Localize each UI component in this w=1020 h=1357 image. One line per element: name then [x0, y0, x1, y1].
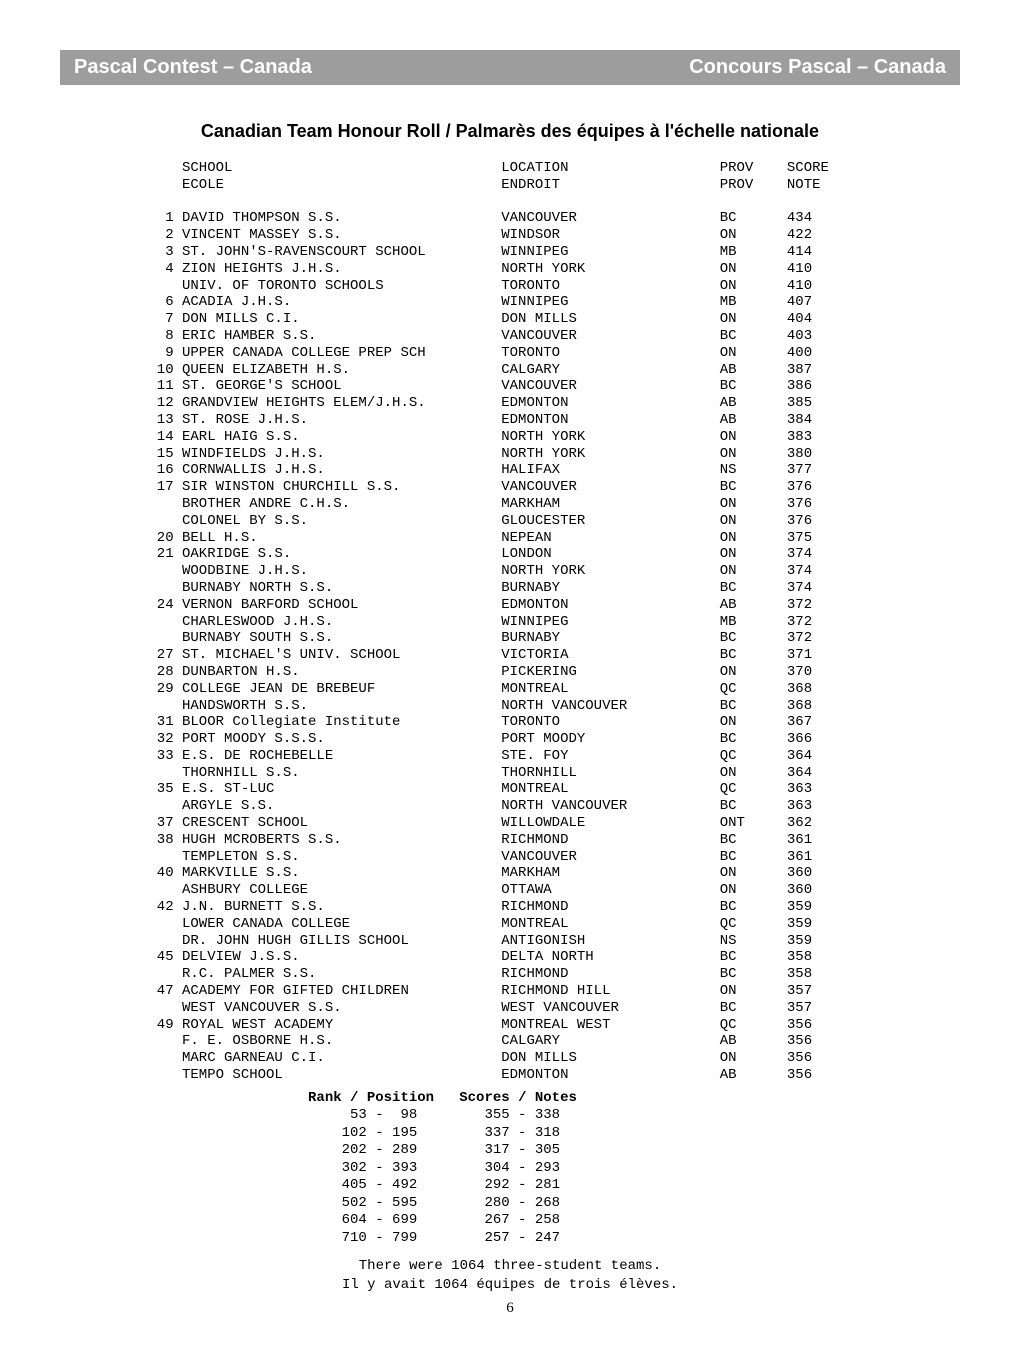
header-right: Concours Pascal – Canada — [689, 56, 946, 79]
footer-en: There were 1064 three-student teams. — [60, 1257, 960, 1275]
footer-text: There were 1064 three-student teams. Il … — [60, 1257, 960, 1293]
header-left: Pascal Contest – Canada — [74, 56, 312, 79]
rank-summary: Rank / Position Scores / Notes 53 - 98 3… — [140, 1090, 960, 1248]
page: Pascal Contest – Canada Concours Pascal … — [0, 0, 1020, 1357]
page-title: Canadian Team Honour Roll / Palmarès des… — [60, 121, 960, 142]
footer-fr: Il y avait 1064 équipes de trois élèves. — [60, 1276, 960, 1294]
header-bar: Pascal Contest – Canada Concours Pascal … — [60, 50, 960, 85]
honour-roll-table: SCHOOL LOCATION PROV SCORE ECOLE ENDROIT… — [140, 160, 960, 1084]
page-number: 6 — [60, 1300, 960, 1317]
